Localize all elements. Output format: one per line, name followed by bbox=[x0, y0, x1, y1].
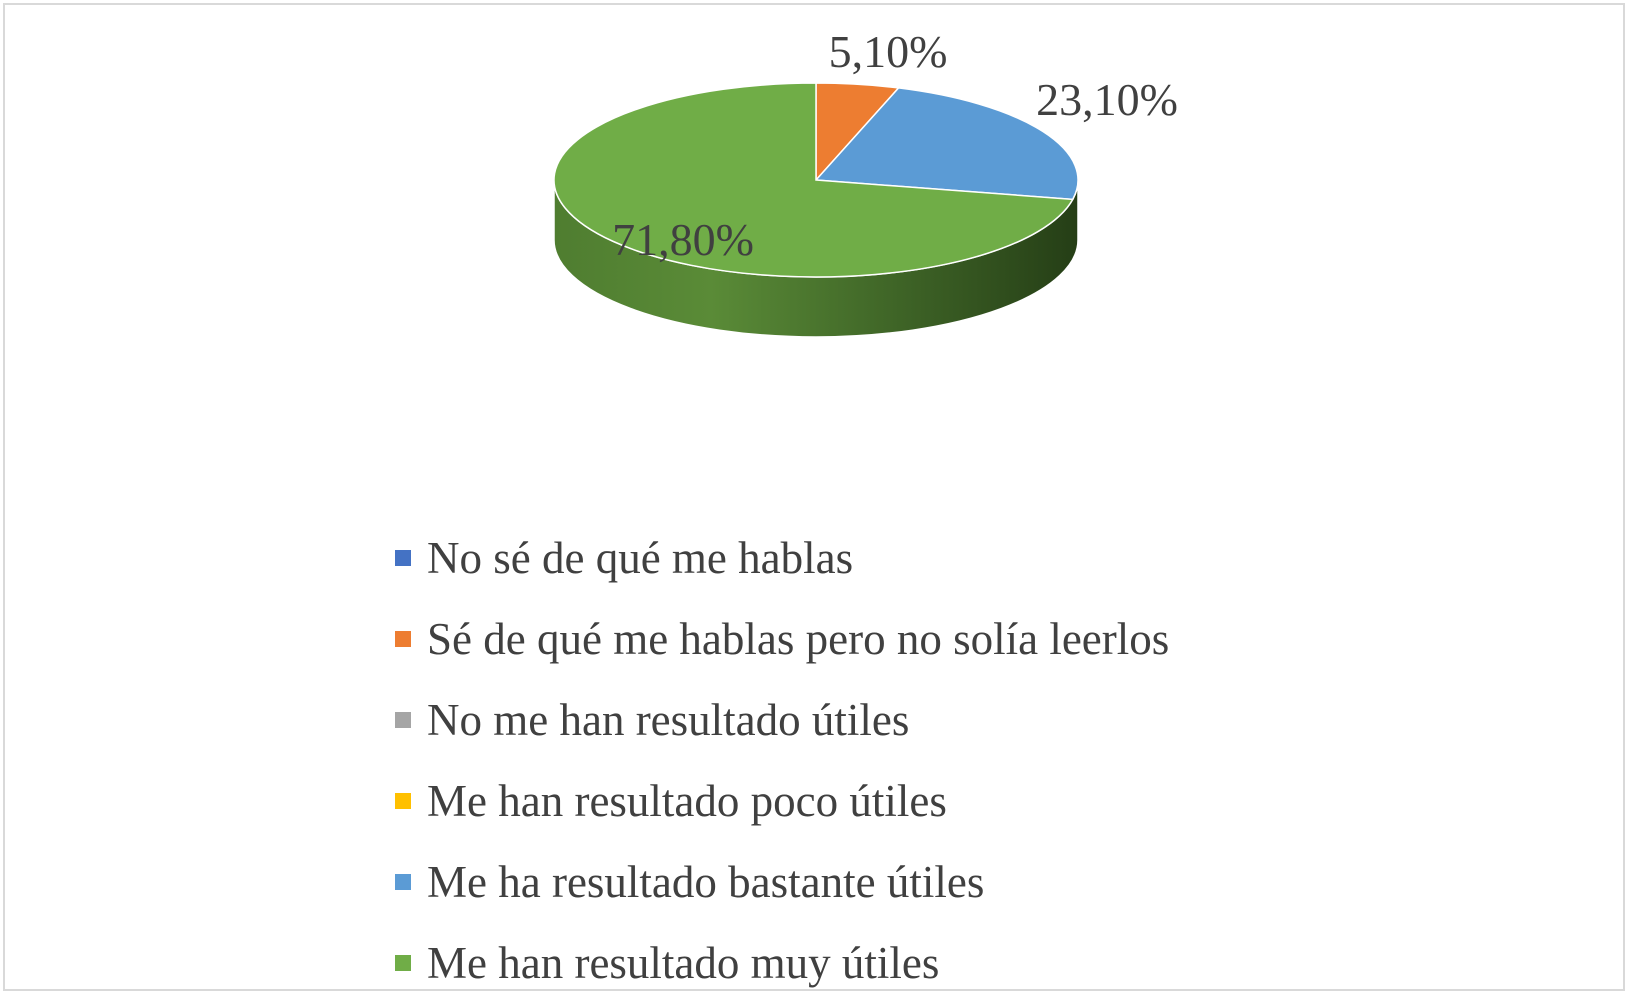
legend-label: Me han resultado muy útiles bbox=[427, 937, 940, 988]
legend-swatch bbox=[395, 792, 411, 809]
pie-slice-4 bbox=[814, 87, 1079, 201]
pie-slice-5 bbox=[553, 82, 1074, 278]
legend-item: No sé de qué me hablas bbox=[395, 517, 1169, 598]
legend-label: No sé de qué me hablas bbox=[427, 532, 854, 583]
data-label-4: 23,10% bbox=[1036, 74, 1178, 125]
legend-item: No me han resultado útiles bbox=[395, 679, 1169, 760]
pie-chart: 5,10% 23,10% 71,80% bbox=[553, 26, 1178, 338]
legend-label: Sé de qué me hablas pero no solía leerlo… bbox=[427, 613, 1170, 664]
legend-label: Me han resultado poco útiles bbox=[427, 775, 947, 826]
data-label-1: 5,10% bbox=[829, 26, 948, 77]
legend-swatch bbox=[395, 873, 411, 890]
data-label-5: 71,80% bbox=[612, 214, 754, 265]
legend-item: Me han resultado muy útiles bbox=[395, 922, 1169, 1003]
pie-top-face bbox=[553, 82, 1079, 278]
chart-frame: 5,10% 23,10% 71,80% No sé de qué me hablas… bbox=[3, 3, 1625, 991]
chart-legend: No sé de qué me hablas Sé de qué me habl… bbox=[395, 517, 1169, 1003]
legend-item: Me ha resultado bastante útiles bbox=[395, 841, 1169, 922]
legend-swatch bbox=[395, 711, 411, 728]
legend-label: No me han resultado útiles bbox=[427, 694, 910, 745]
legend-swatch bbox=[395, 630, 411, 647]
legend-swatch bbox=[395, 549, 411, 566]
legend-item: Sé de qué me hablas pero no solía leerlo… bbox=[395, 598, 1169, 679]
legend-item: Me han resultado poco útiles bbox=[395, 760, 1169, 841]
legend-swatch bbox=[395, 954, 411, 971]
legend-label: Me ha resultado bastante útiles bbox=[427, 856, 985, 907]
pie-data-labels: 5,10% 23,10% 71,80% bbox=[612, 26, 1178, 265]
